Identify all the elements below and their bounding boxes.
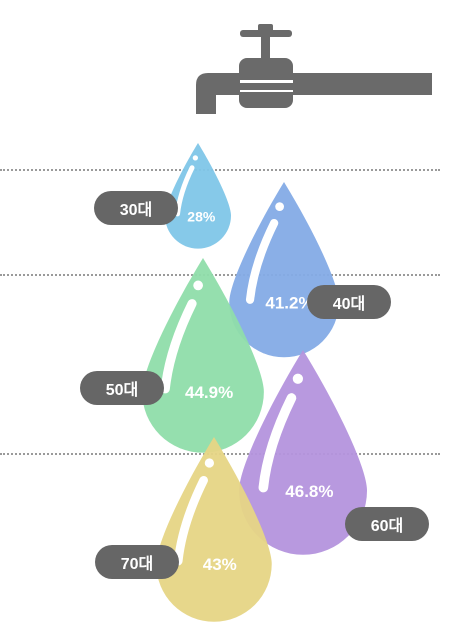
drop-4	[156, 437, 272, 622]
faucet-part	[261, 36, 270, 60]
drop-highlight-dot	[292, 373, 303, 384]
age-label-pill: 50대	[80, 371, 164, 405]
drop-highlight	[258, 393, 297, 493]
faucet-part	[196, 73, 240, 114]
value-label: 43%	[203, 555, 237, 574]
drop-highlight	[245, 218, 279, 304]
grid-line	[0, 274, 440, 276]
drop-3	[239, 350, 367, 555]
drop-highlight-dot	[193, 280, 204, 291]
drop-highlight	[160, 299, 197, 394]
age-label-pill: 30대	[94, 191, 178, 225]
faucet-part	[240, 80, 293, 83]
drop-highlight-dot	[192, 155, 198, 161]
faucet-part	[240, 30, 292, 37]
value-label: 46.8%	[285, 482, 333, 501]
age-label-pill: 60대	[345, 507, 429, 541]
water-faucet-icon	[196, 24, 432, 114]
age-label-pill: 70대	[95, 545, 179, 579]
drop-highlight	[175, 165, 195, 217]
drop-highlight-dot	[275, 202, 284, 212]
value-label: 41.2%	[265, 293, 313, 312]
age-label-pill: 40대	[307, 285, 391, 319]
drop-highlight-dot	[204, 458, 214, 468]
grid-line	[0, 169, 440, 171]
faucet-part	[240, 90, 293, 92]
value-label: 28%	[187, 209, 216, 225]
faucet-part	[286, 73, 432, 95]
value-label: 44.9%	[185, 383, 233, 402]
drop-highlight	[173, 475, 208, 566]
drop-1	[229, 182, 339, 358]
drop-2	[142, 258, 264, 453]
drop-0	[165, 143, 231, 249]
